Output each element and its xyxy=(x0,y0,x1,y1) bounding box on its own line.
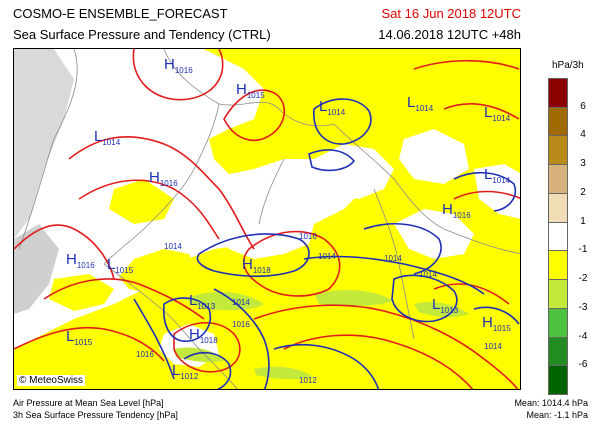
run-time: 14.06.2018 12UTC +48h xyxy=(378,27,521,42)
low-1015-label: L1015 xyxy=(107,256,134,275)
mean-tendency: Mean: -1.1 hPa xyxy=(526,410,588,420)
low-1014-label: L1014 xyxy=(319,98,346,117)
mean-pressure: Mean: 1014.4 hPa xyxy=(514,398,588,408)
footer-line-2: 3h Sea Surface Pressure Tendency [hPa] xyxy=(13,410,178,420)
low-1012-label: L1012 xyxy=(172,362,199,381)
low-1013-label: L1013 xyxy=(189,292,216,311)
isobar-value-label: 1014 xyxy=(484,342,502,351)
colorbar-swatch xyxy=(548,164,568,194)
high-1016-label: H1016 xyxy=(149,169,178,188)
isobar-lines xyxy=(14,49,520,389)
colorbar-tick-label: 2 xyxy=(580,186,586,198)
colorbar-tick-label: 3 xyxy=(580,158,586,170)
map-subtitle: Sea Surface Pressure and Tendency (CTRL) xyxy=(13,27,271,42)
map-title: COSMO-E ENSEMBLE_FORECAST xyxy=(13,6,228,21)
high-1016-label: H1016 xyxy=(164,56,193,75)
isobar-value-label: 1016 xyxy=(299,232,317,241)
map-canvas: H1016 H1015 L1014 L1014 L1014 L1014 L101… xyxy=(14,49,520,389)
colorbar-tick-label: -4 xyxy=(578,330,588,342)
colorbar-tick-label: -6 xyxy=(578,359,588,371)
valid-time: Sat 16 Jun 2018 12UTC xyxy=(381,6,521,21)
isobar-value-label: 1014 xyxy=(318,252,336,261)
isobar-value-label: 1016 xyxy=(232,320,250,329)
isobar-value-label: 1014 xyxy=(384,254,402,263)
high-1015-label: H1015 xyxy=(236,81,265,100)
high-1018-label: H1018 xyxy=(242,256,271,275)
high-1016-label: H1016 xyxy=(66,251,95,270)
footer-line-1: Air Pressure at Mean Sea Level [hPa] xyxy=(13,398,164,408)
low-1014-label: L1014 xyxy=(484,166,511,185)
low-1014-label: L1014 xyxy=(484,104,511,123)
colorbar-tick-label: 1 xyxy=(580,215,586,227)
colorbar-swatch xyxy=(548,106,568,137)
colorbar-tick-label: -3 xyxy=(578,301,588,313)
isobar-value-label: 1012 xyxy=(299,376,317,385)
colorbar-tick-label: -2 xyxy=(578,273,588,285)
colorbar-swatch xyxy=(548,135,568,166)
colorbar-swatch xyxy=(548,78,568,108)
colorbar-swatch xyxy=(548,336,568,367)
colorbar-swatch xyxy=(548,365,568,395)
high-1015-label: H1015 xyxy=(482,314,511,333)
colorbar-swatch xyxy=(548,279,568,309)
tendency-colorbar xyxy=(548,78,568,395)
credit-label: © MeteoSwiss xyxy=(17,375,86,386)
colorbar-swatch xyxy=(548,221,568,252)
high-1016-label: H1016 xyxy=(442,201,471,220)
legend-unit: hPa/3h xyxy=(552,60,584,71)
low-1014-label: L1014 xyxy=(94,128,121,147)
low-1014-label: L1014 xyxy=(407,94,434,113)
low-1013-label: L1013 xyxy=(432,296,459,315)
colorbar-swatch xyxy=(548,192,568,223)
isobar-value-label: 1014 xyxy=(419,270,437,279)
colorbar-tick-label: 6 xyxy=(580,100,586,112)
pressure-map: H1016 H1015 L1014 L1014 L1014 L1014 L101… xyxy=(13,48,521,390)
map-labels: H1016 H1015 L1014 L1014 L1014 L1014 L101… xyxy=(66,56,511,385)
isobar-value-label: 1014 xyxy=(164,242,182,251)
colorbar-tick-label: -1 xyxy=(578,244,588,256)
isobar-value-label: 1014 xyxy=(232,298,250,307)
isobar-value-label: 1016 xyxy=(136,350,154,359)
colorbar-tick-label: 4 xyxy=(580,129,586,141)
low-1015-label: L1015 xyxy=(66,328,93,347)
high-1018-label: H1018 xyxy=(189,326,218,345)
colorbar-swatch xyxy=(548,250,568,281)
colorbar-swatch xyxy=(548,307,568,338)
